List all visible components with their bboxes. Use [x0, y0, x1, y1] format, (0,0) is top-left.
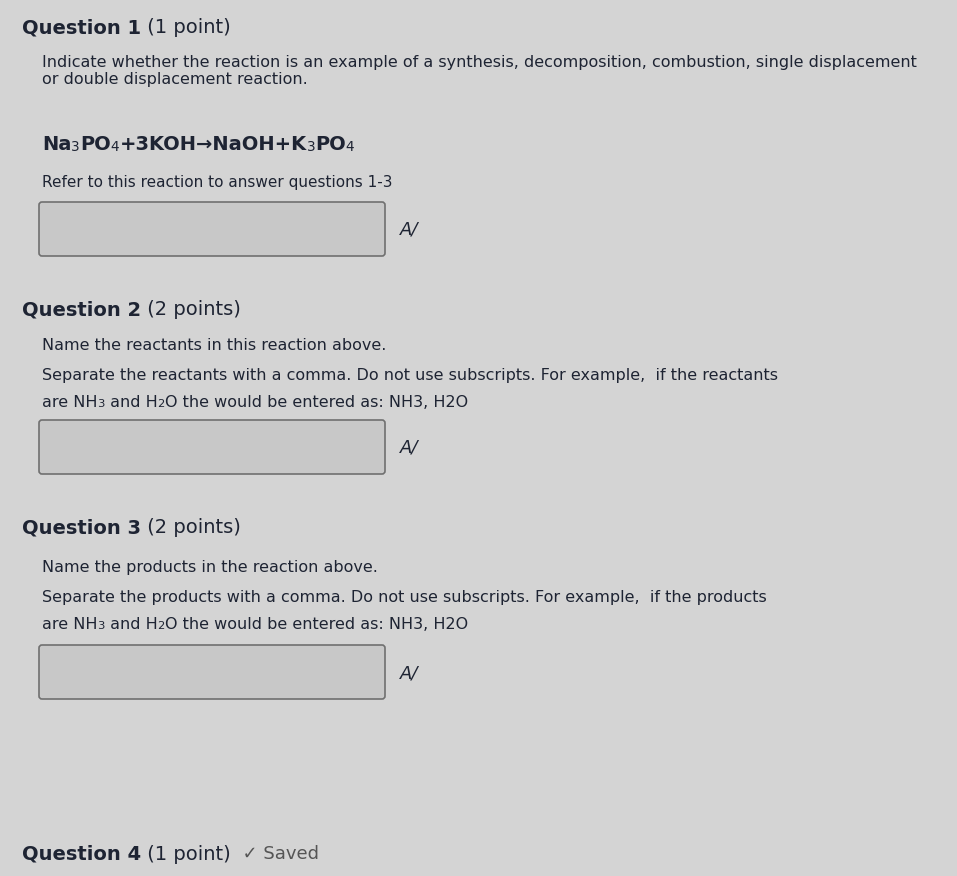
Text: 2: 2	[158, 621, 165, 631]
Text: Question 4: Question 4	[22, 845, 141, 864]
Text: O the would be entered as: NH3, H2O: O the would be entered as: NH3, H2O	[165, 395, 468, 410]
Text: (2 points): (2 points)	[141, 518, 241, 537]
Text: 4: 4	[111, 140, 120, 154]
Text: Question 1: Question 1	[22, 18, 141, 37]
Text: 3: 3	[306, 140, 315, 154]
Text: (2 points): (2 points)	[141, 300, 241, 319]
Text: 4: 4	[345, 140, 354, 154]
Text: +3KOH→NaOH+K: +3KOH→NaOH+K	[120, 135, 306, 154]
Text: and H: and H	[105, 617, 158, 632]
Text: Indicate whether the reaction is an example of a synthesis, decomposition, combu: Indicate whether the reaction is an exam…	[42, 55, 917, 88]
Text: are NH: are NH	[42, 617, 98, 632]
Text: Name the reactants in this reaction above.: Name the reactants in this reaction abov…	[42, 338, 387, 353]
Text: 3: 3	[98, 621, 105, 631]
Text: and H: and H	[105, 395, 158, 410]
Text: 3: 3	[72, 140, 80, 154]
Text: Question 2: Question 2	[22, 300, 141, 319]
FancyBboxPatch shape	[39, 420, 385, 474]
Text: A/: A/	[400, 664, 418, 682]
Text: 2: 2	[158, 399, 165, 409]
Text: A/: A/	[400, 221, 418, 239]
Text: ✓ Saved: ✓ Saved	[231, 845, 319, 863]
Text: PO: PO	[315, 135, 345, 154]
Text: Name the products in the reaction above.: Name the products in the reaction above.	[42, 560, 378, 575]
FancyBboxPatch shape	[39, 202, 385, 256]
Text: 3: 3	[98, 399, 105, 409]
Text: Refer to this reaction to answer questions 1-3: Refer to this reaction to answer questio…	[42, 175, 392, 190]
Text: Question 3: Question 3	[22, 518, 141, 537]
Text: (1 point): (1 point)	[141, 845, 231, 864]
Text: PO: PO	[80, 135, 111, 154]
Text: Na: Na	[42, 135, 72, 154]
Text: Separate the reactants with a comma. Do not use subscripts. For example,  if the: Separate the reactants with a comma. Do …	[42, 368, 778, 383]
Text: A/: A/	[400, 439, 418, 457]
Text: O the would be entered as: NH3, H2O: O the would be entered as: NH3, H2O	[165, 617, 468, 632]
FancyBboxPatch shape	[39, 645, 385, 699]
Text: are NH: are NH	[42, 395, 98, 410]
Text: Separate the products with a comma. Do not use subscripts. For example,  if the : Separate the products with a comma. Do n…	[42, 590, 767, 605]
Text: (1 point): (1 point)	[141, 18, 231, 37]
